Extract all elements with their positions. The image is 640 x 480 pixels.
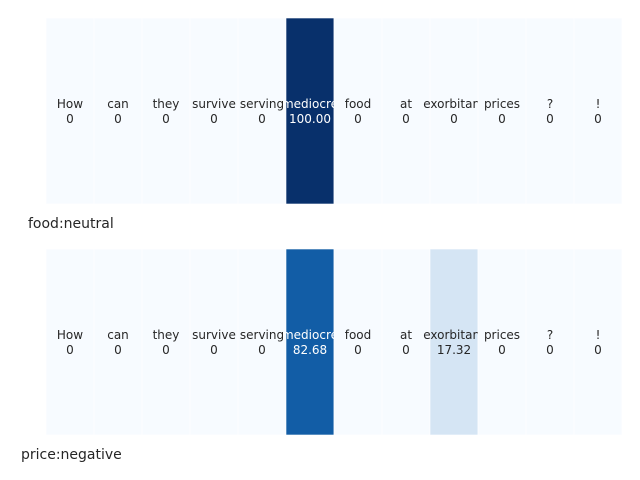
heatmap-cell — [141, 248, 191, 436]
heatmap-cell — [525, 248, 575, 436]
heatmap-cell — [45, 248, 95, 436]
cell-token-label: they — [153, 97, 180, 111]
heatmap-cell — [141, 17, 191, 205]
cell-value-label: 0 — [162, 112, 170, 126]
cell-value-label: 0 — [114, 112, 122, 126]
cell-value-label: 100.00 — [289, 112, 331, 126]
cell-value-label: 0 — [114, 343, 122, 357]
cell-token-label: How — [57, 97, 83, 111]
cell-token-label: they — [153, 328, 180, 342]
cell-value-label: 0 — [402, 112, 410, 126]
heatmap-cell — [45, 17, 95, 205]
heatmap-cell — [573, 17, 623, 205]
cell-token-label: survive — [192, 328, 236, 342]
x-axis-label: food:neutral — [28, 216, 114, 232]
heatmap-cell — [237, 248, 287, 436]
heatmap-cell — [429, 248, 479, 436]
cell-value-label: 0 — [162, 343, 170, 357]
cell-value-label: 17.32 — [437, 343, 471, 357]
cell-value-label: 0 — [66, 343, 74, 357]
heatmap-cell — [477, 248, 527, 436]
cell-token-label: ! — [596, 328, 601, 342]
cell-value-label: 0 — [498, 343, 506, 357]
heatmap-cell — [285, 17, 335, 205]
cell-value-label: 0 — [546, 343, 554, 357]
cell-value-label: 0 — [498, 112, 506, 126]
cell-value-label: 0 — [210, 112, 218, 126]
cell-token-label: How — [57, 328, 83, 342]
heatmap-cell — [93, 17, 143, 205]
cell-value-label: 0 — [354, 112, 362, 126]
cell-token-label: prices — [484, 97, 520, 111]
cell-token-label: at — [400, 97, 412, 111]
heatmap-panel-food: How0can0they0survive0serving0mediocre100… — [45, 17, 623, 205]
cell-token-label: mediocre — [282, 328, 338, 342]
heatmap-cell — [381, 17, 431, 205]
cell-token-label: prices — [484, 328, 520, 342]
cell-value-label: 0 — [66, 112, 74, 126]
cell-value-label: 0 — [258, 112, 266, 126]
cell-token-label: mediocre — [282, 97, 338, 111]
cell-value-label: 0 — [354, 343, 362, 357]
cell-token-label: at — [400, 328, 412, 342]
cell-token-label: survive — [192, 97, 236, 111]
cell-token-label: serving — [240, 328, 284, 342]
heatmap-cell — [333, 248, 383, 436]
cell-token-label: exorbitant — [423, 328, 485, 342]
cell-value-label: 0 — [546, 112, 554, 126]
heatmap-panel-price: How0can0they0survive0serving0mediocre82.… — [45, 248, 623, 436]
cell-token-label: ! — [596, 97, 601, 111]
cell-token-label: exorbitant — [423, 97, 485, 111]
cell-token-label: serving — [240, 97, 284, 111]
cell-value-label: 0 — [210, 343, 218, 357]
heatmap-cell — [189, 248, 239, 436]
cell-token-label: can — [107, 97, 129, 111]
cell-token-label: ? — [547, 328, 553, 342]
heatmap-cell — [477, 17, 527, 205]
cell-value-label: 0 — [402, 343, 410, 357]
x-axis-label: price:negative — [21, 447, 122, 463]
heatmap-cell — [189, 17, 239, 205]
cell-value-label: 0 — [450, 112, 458, 126]
cell-token-label: food — [345, 97, 372, 111]
cell-value-label: 0 — [594, 112, 602, 126]
heatmap-cell — [381, 248, 431, 436]
cell-token-label: can — [107, 328, 129, 342]
heatmap-cell — [285, 248, 335, 436]
cell-value-label: 0 — [594, 343, 602, 357]
cell-token-label: ? — [547, 97, 553, 111]
cell-token-label: food — [345, 328, 372, 342]
cell-value-label: 0 — [258, 343, 266, 357]
cell-value-label: 82.68 — [293, 343, 327, 357]
heatmap-cell — [93, 248, 143, 436]
heatmap-cell — [573, 248, 623, 436]
heatmap-cell — [237, 17, 287, 205]
heatmap-cell — [429, 17, 479, 205]
heatmap-cell — [333, 17, 383, 205]
heatmap-cell — [525, 17, 575, 205]
